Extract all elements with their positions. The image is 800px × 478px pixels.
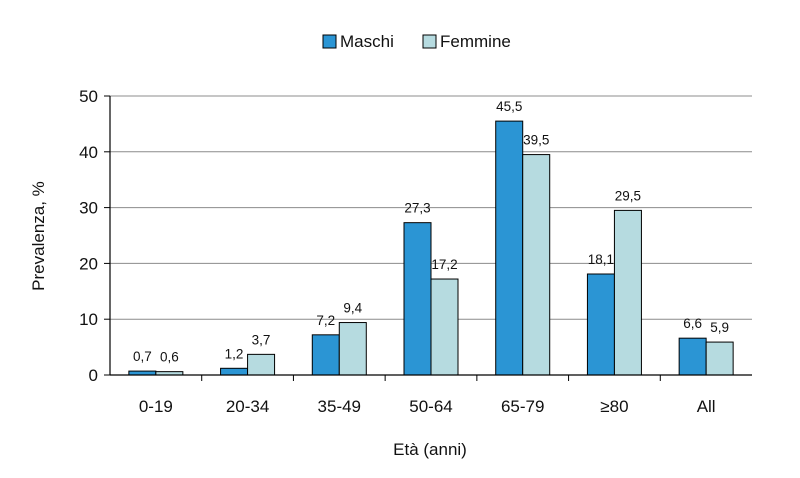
bar-maschi: [586, 273, 615, 376]
data-label: 17,2: [431, 257, 457, 272]
y-tick-label: 10: [79, 310, 98, 329]
y-tick-label: 0: [89, 366, 98, 385]
data-label: 0,7: [133, 349, 152, 364]
data-label: 9,4: [343, 301, 362, 316]
labels: 0 10 20 30 40 50 0-19 0,7 0,6 20-34 1,2 3,7 35-49 7,2…: [79, 87, 729, 416]
bar-femmine: [522, 154, 551, 376]
data-label: 39,5: [523, 133, 549, 148]
x-category-label: All: [697, 397, 716, 416]
x-category-label: 20-34: [226, 397, 269, 416]
bar-maschi: [495, 120, 524, 376]
bar-maschi: [678, 337, 707, 376]
data-label: 45,5: [496, 99, 522, 114]
x-category-label: ≥80: [600, 397, 628, 416]
x-axis-title: Età (anni): [393, 440, 467, 459]
y-axis-title: Prevalenza, %: [29, 181, 48, 291]
bar-maschi: [311, 334, 340, 376]
bar-femmine: [247, 353, 276, 376]
x-category-label: 35-49: [318, 397, 361, 416]
data-label: 0,6: [160, 350, 179, 365]
y-tick-label: 40: [79, 143, 98, 162]
data-label: 1,2: [225, 346, 244, 361]
x-category-label: 0-19: [139, 397, 173, 416]
data-label: 3,7: [252, 332, 271, 347]
bar-maschi: [220, 367, 249, 376]
axes: [104, 95, 752, 381]
legend-label-maschi: Maschi: [340, 32, 394, 51]
data-label: 27,3: [404, 201, 430, 216]
bar-femmine: [705, 341, 734, 376]
bars: [128, 120, 734, 376]
bar-femmine: [613, 209, 642, 376]
y-tick-label: 20: [79, 254, 98, 273]
data-label: 29,5: [615, 188, 641, 203]
bar-femmine: [430, 278, 459, 376]
data-label: 5,9: [710, 320, 729, 335]
data-label: 18,1: [588, 252, 614, 267]
x-category-label: 50-64: [409, 397, 452, 416]
legend-swatch-maschi: [322, 34, 337, 49]
x-category-label: 65-79: [501, 397, 544, 416]
legend: Maschi Femmine: [322, 32, 511, 51]
y-tick-label: 30: [79, 199, 98, 218]
legend-label-femmine: Femmine: [440, 32, 511, 51]
y-tick-label: 50: [79, 87, 98, 106]
data-label: 6,6: [683, 316, 702, 331]
data-label: 7,2: [316, 313, 335, 328]
bar-femmine: [338, 322, 367, 376]
gridlines: [110, 95, 752, 320]
bar-maschi: [403, 222, 432, 376]
legend-swatch-femmine: [422, 34, 437, 49]
